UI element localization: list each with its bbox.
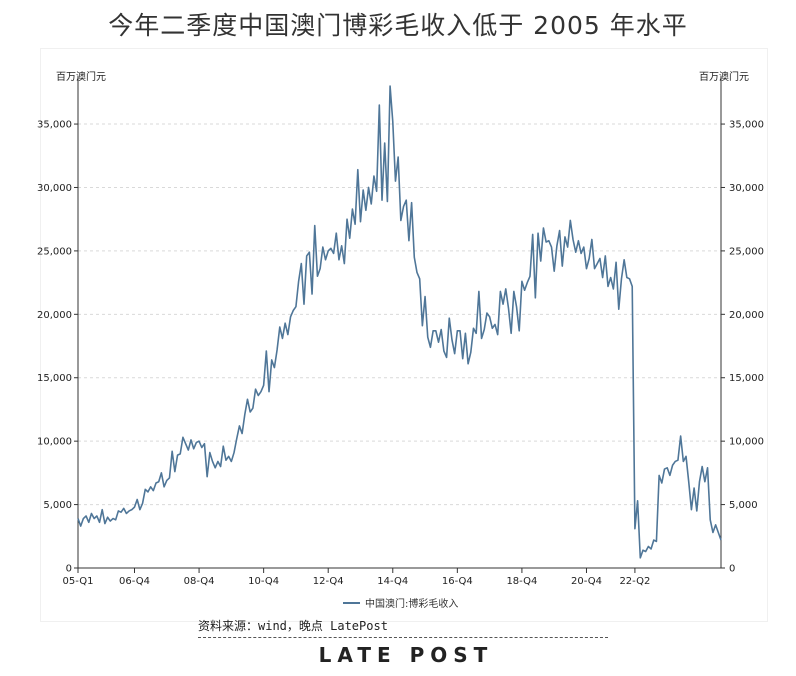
x-ticks: 05-Q1 06-Q4 08-Q4 10-Q4 12-Q4 14-Q4 16-Q4 18-Q4… (63, 568, 650, 587)
x-tick-label: 08-Q4 (184, 576, 215, 587)
axes (77, 76, 722, 569)
legend-label: 中国澳门:博彩毛收入 (365, 597, 458, 610)
y-tick-label-right: 25,000 (729, 246, 764, 257)
y-tick-label-right: 30,000 (729, 183, 764, 194)
x-tick-label: 16-Q4 (442, 576, 473, 587)
chart-panel (40, 48, 768, 622)
chart-title: 今年二季度中国澳门博彩毛收入低于 2005 年水平 (108, 11, 688, 40)
y-tick-label-right: 15,000 (729, 373, 764, 384)
y-tick-label-left: 30,000 (37, 183, 72, 194)
y-tick-label-right: 20,000 (729, 310, 764, 321)
x-tick-label: 14-Q4 (377, 576, 408, 587)
latepost-logo: LATE POST (318, 643, 494, 667)
x-tick-label: 22-Q2 (619, 576, 650, 587)
y-tick-label-right: 5,000 (729, 500, 758, 511)
x-tick-label: 12-Q4 (313, 576, 344, 587)
grid-lines (78, 123, 721, 506)
legend: 中国澳门:博彩毛收入 (343, 597, 458, 610)
series-line-macau-gaming-revenue (77, 85, 722, 559)
left-y-ticks: 0 5,000 10,000 15,000 20,000 25,000 30,000 35,0… (37, 120, 78, 575)
x-tick-label: 05-Q1 (63, 576, 94, 587)
y-tick-label-left: 25,000 (37, 246, 72, 257)
source-note: 资料来源：wind，晚点 LatePost (198, 617, 608, 638)
y-tick-label-left: 5,000 (43, 500, 72, 511)
y-unit-right: 百万澳门元 (699, 70, 749, 83)
x-tick-label: 06-Q4 (119, 576, 150, 587)
y-tick-label-left: 0 (66, 564, 72, 575)
x-tick-label: 18-Q4 (506, 576, 537, 587)
y-tick-label-left: 35,000 (37, 120, 72, 131)
y-tick-label-left: 20,000 (37, 310, 72, 321)
y-tick-label-right: 10,000 (729, 437, 764, 448)
x-tick-label: 10-Q4 (248, 576, 279, 587)
right-y-ticks: 0 5,000 10,000 15,000 20,000 25,000 30,000 35,0… (721, 120, 764, 575)
y-unit-left: 百万澳门元 (56, 70, 106, 83)
y-tick-label-left: 15,000 (37, 373, 72, 384)
y-tick-label-left: 10,000 (37, 437, 72, 448)
y-tick-label-right: 0 (729, 564, 735, 575)
y-tick-label-right: 35,000 (729, 120, 764, 131)
x-tick-label: 20-Q4 (571, 576, 602, 587)
